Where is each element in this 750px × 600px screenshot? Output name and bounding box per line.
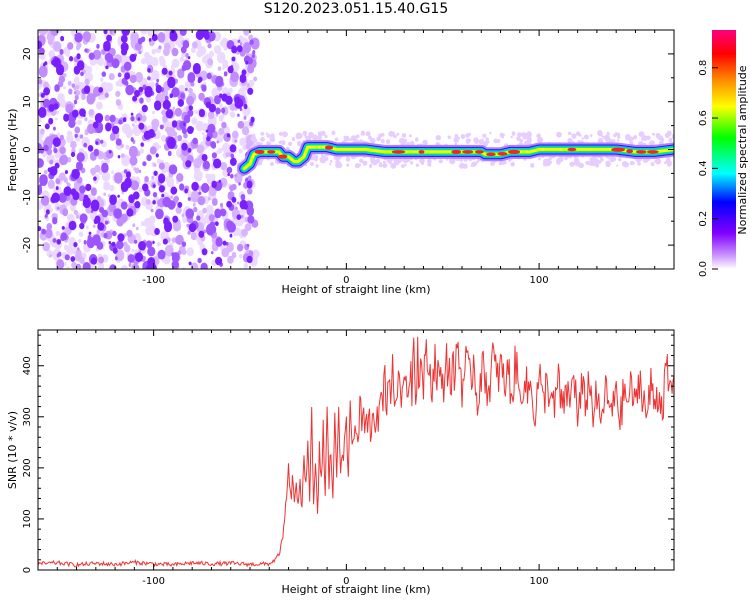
spectrogram-y-tick-label: 10 — [22, 95, 33, 108]
snr-x-tick-label: 0 — [343, 576, 349, 587]
spectrogram-y-tick-label: -20 — [22, 237, 33, 253]
colorbar-tick-label: 0.4 — [698, 160, 709, 176]
snr-x-tick-label: 100 — [530, 576, 549, 587]
snr-y-tick-label: 400 — [22, 356, 33, 375]
snr-panel: -100 0 100 0 100 200 300 400 Height of straight… — [6, 329, 675, 596]
chart-title: S120.2023.051.15.40.G15 — [263, 1, 449, 17]
spectrogram-x-tick-label: 0 — [343, 275, 349, 286]
spectrogram-x-label: Height of straight line (km) — [281, 283, 430, 296]
snr-y-tick-label: 300 — [22, 407, 33, 426]
colorbar: 0.0 0.2 0.4 0.6 0.8 Normalized spectral ampl… — [698, 30, 749, 277]
noise-speckle-1 — [38, 30, 258, 269]
snr-series-layer — [38, 336, 674, 568]
snr-y-tick-label: 100 — [22, 509, 33, 528]
colorbar-tick-label: 0.2 — [698, 211, 709, 227]
spectrogram-y-tick-label: -10 — [22, 189, 33, 205]
snr-frame — [37, 329, 675, 571]
signal-ridge-layer — [237, 140, 674, 176]
snr-axes: -100 0 100 0 100 200 300 400 — [22, 330, 675, 587]
colorbar-ticks: 0.0 0.2 0.4 0.6 0.8 — [698, 60, 718, 277]
colorbar-tick-label: 0.6 — [698, 110, 709, 126]
spectrogram-y-label: Frequency (Hz) — [6, 109, 19, 192]
spectrogram-x-tick-label: 100 — [530, 275, 549, 286]
snr-x-label: Height of straight line (km) — [281, 583, 430, 596]
colorbar-tick-label: 0.8 — [698, 60, 709, 76]
snr-y-tick-label: 0 — [22, 567, 33, 573]
colorbar-gradient — [712, 30, 736, 269]
colorbar-tick-label: 0.0 — [698, 261, 709, 277]
snr-y-label: SNR (10 * v/v) — [6, 411, 19, 489]
snr-x-tick-label: -100 — [142, 576, 165, 587]
spectrogram-y-tick-label: 0 — [22, 146, 33, 152]
ridge-hotspots — [254, 145, 659, 159]
colorbar-label: Normalized spectral amplitude — [736, 65, 749, 234]
noise-speckle-4 — [38, 30, 255, 269]
snr-line — [38, 336, 674, 568]
snr-y-tick-label: 200 — [22, 458, 33, 477]
spectrogram-x-tick-label: -100 — [142, 275, 165, 286]
snr-background — [38, 330, 674, 570]
spectrogram-y-tick-label: 20 — [22, 48, 33, 61]
